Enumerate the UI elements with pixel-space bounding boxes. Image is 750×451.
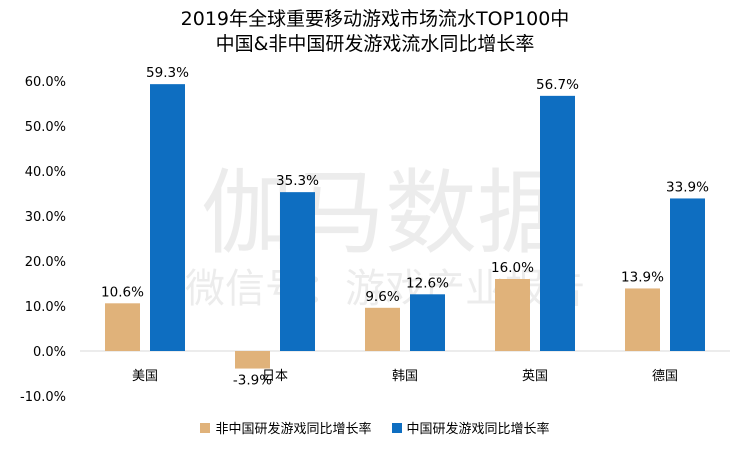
chart-title-line1: 2019年全球重要移动游戏市场流水TOP100中 xyxy=(180,8,570,30)
y-tick-label: 30.0% xyxy=(25,210,66,225)
legend-item-china: 中国研发游戏同比增长率 xyxy=(391,418,550,437)
bar-non-china-0 xyxy=(105,303,140,351)
data-label-china-1: 35.3% xyxy=(276,173,319,189)
data-label-non-china-3: 16.0% xyxy=(491,260,534,276)
data-label-non-china-0: 10.6% xyxy=(101,284,144,300)
data-label-china-0: 59.3% xyxy=(146,65,189,81)
legend-swatch-china xyxy=(391,422,402,433)
bar-non-china-4 xyxy=(625,288,660,351)
category-label: 德国 xyxy=(652,369,678,384)
bar-non-china-2 xyxy=(365,307,400,351)
data-label-china-2: 12.6% xyxy=(406,275,449,291)
bar-china-0 xyxy=(150,84,185,352)
y-tick-label: 60.0% xyxy=(25,75,66,90)
category-label: 英国 xyxy=(522,369,548,384)
bar-non-china-3 xyxy=(495,279,530,351)
bar-china-4 xyxy=(670,198,705,351)
legend-swatch-non-china xyxy=(200,422,211,433)
legend-label-non-china: 非中国研发游戏同比增长率 xyxy=(215,422,372,437)
y-tick-label: 40.0% xyxy=(25,165,66,180)
bar-china-2 xyxy=(410,294,445,351)
data-label-china-4: 33.9% xyxy=(666,179,709,195)
legend-label-china: 中国研发游戏同比增长率 xyxy=(406,422,550,437)
category-label: 日本 xyxy=(262,369,288,384)
category-label: 美国 xyxy=(132,369,158,384)
watermark-title: 伽马数据 xyxy=(201,160,569,267)
legend-item-non-china: 非中国研发游戏同比增长率 xyxy=(200,418,372,437)
data-label-china-3: 56.7% xyxy=(536,77,579,93)
data-label-non-china-2: 9.6% xyxy=(365,289,399,305)
bar-china-1 xyxy=(280,192,315,351)
data-label-non-china-4: 13.9% xyxy=(621,269,664,285)
y-tick-label: 0.0% xyxy=(33,345,66,360)
category-label: 韩国 xyxy=(392,369,418,384)
y-tick-label: -10.0% xyxy=(20,390,66,405)
y-tick-label: 20.0% xyxy=(25,255,66,270)
data-label-non-china-1: -3.9% xyxy=(233,373,272,389)
chart-title-line2: 中国&非中国研发游戏流水同比增长率 xyxy=(215,33,535,55)
bar-non-china-1 xyxy=(235,351,270,369)
y-tick-label: 50.0% xyxy=(25,120,66,135)
legend: 非中国研发游戏同比增长率 中国研发游戏同比增长率 xyxy=(0,418,750,437)
y-tick-label: 10.0% xyxy=(25,300,66,315)
bar-china-3 xyxy=(540,95,575,351)
